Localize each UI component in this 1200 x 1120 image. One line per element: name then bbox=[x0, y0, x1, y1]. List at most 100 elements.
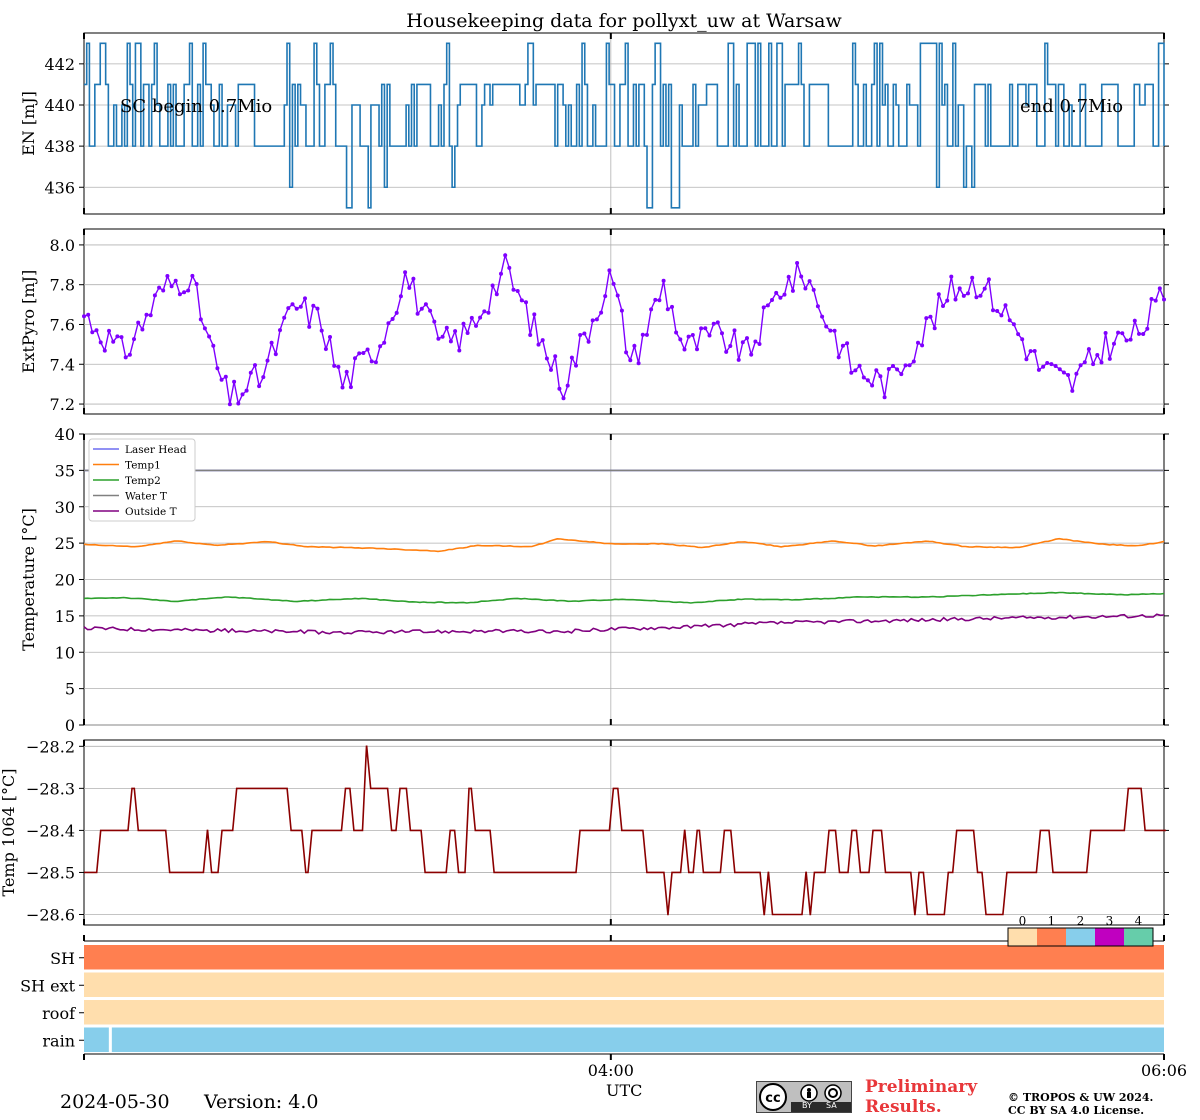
extpyro-point bbox=[903, 363, 908, 368]
extpyro-point bbox=[932, 326, 937, 331]
extpyro-point bbox=[916, 340, 920, 345]
extpyro-point bbox=[457, 348, 462, 353]
extpyro-point bbox=[878, 374, 883, 379]
extpyro-point bbox=[657, 298, 662, 303]
extpyro-point bbox=[569, 355, 574, 360]
extpyro-point bbox=[586, 339, 591, 344]
extpyro-point bbox=[1149, 297, 1154, 301]
figure-title: Housekeeping data for pollyxt_uw at Wars… bbox=[406, 10, 842, 32]
extpyro-point bbox=[419, 306, 424, 311]
extpyro-point bbox=[811, 287, 816, 292]
extpyro-point bbox=[365, 347, 370, 352]
y-tick-label: 7.6 bbox=[50, 315, 75, 334]
energy-series-line bbox=[84, 42, 1165, 209]
extpyro-point bbox=[127, 352, 132, 357]
y-tick-label: 40 bbox=[55, 425, 75, 444]
y-tick-label: 10 bbox=[55, 643, 75, 662]
extpyro-point bbox=[390, 317, 395, 321]
extpyro-point bbox=[761, 305, 766, 310]
extpyro-point bbox=[936, 292, 941, 297]
extpyro-point bbox=[503, 253, 508, 258]
extpyro-point bbox=[102, 348, 107, 353]
extpyro-point bbox=[957, 286, 962, 291]
extpyro-point bbox=[974, 295, 979, 300]
extpyro-point bbox=[394, 310, 399, 315]
extpyro-point bbox=[86, 312, 91, 317]
extpyro-point bbox=[1082, 360, 1087, 365]
extpyro-point bbox=[1112, 341, 1116, 346]
extpyro-point bbox=[607, 268, 612, 273]
extpyro-point bbox=[695, 347, 699, 352]
extpyro-point bbox=[1132, 318, 1137, 323]
extpyro-point bbox=[640, 332, 645, 337]
extpyro-point bbox=[786, 274, 791, 279]
extpyro-point bbox=[770, 298, 774, 302]
extpyro-point bbox=[924, 316, 929, 321]
y-tick-label: 35 bbox=[55, 461, 75, 480]
annotation-end: end 0.7Mio bbox=[1020, 96, 1123, 117]
extpyro-point bbox=[298, 304, 303, 309]
extpyro-point bbox=[753, 339, 758, 344]
extpyro-point bbox=[886, 367, 891, 371]
extpyro-point bbox=[90, 330, 95, 335]
panel-1: 7.2 7.4 7.6 7.8 8.0 ExtPyro [mJ] bbox=[19, 228, 1169, 415]
extpyro-point bbox=[853, 368, 858, 373]
extpyro-point bbox=[173, 278, 178, 283]
extpyro-point bbox=[649, 307, 654, 312]
extpyro-point bbox=[415, 311, 420, 316]
y-tick-label: −28.2 bbox=[26, 737, 75, 756]
extpyro-point bbox=[478, 315, 483, 320]
extpyro-point bbox=[774, 290, 779, 295]
extpyro-point bbox=[628, 358, 633, 363]
extpyro-point bbox=[161, 288, 166, 293]
extpyro-point bbox=[111, 339, 116, 344]
y-tick-label: 30 bbox=[55, 498, 75, 517]
extpyro-point bbox=[557, 386, 562, 391]
extpyro-point bbox=[590, 318, 595, 323]
extpyro-point bbox=[511, 287, 516, 292]
extpyro-point bbox=[1024, 357, 1029, 362]
extpyro-point bbox=[465, 331, 470, 335]
extpyro-point bbox=[757, 342, 762, 346]
extpyro-point bbox=[119, 335, 124, 340]
extpyro-point bbox=[382, 340, 387, 345]
extpyro-point bbox=[778, 295, 783, 300]
extpyro-point bbox=[132, 337, 136, 342]
extpyro-point bbox=[561, 396, 566, 401]
extpyro-point bbox=[736, 357, 741, 362]
extpyro-point bbox=[682, 347, 687, 352]
extpyro-point bbox=[332, 363, 337, 368]
panel-frame bbox=[83, 228, 1165, 415]
extpyro-point bbox=[1011, 322, 1016, 327]
extpyro-point bbox=[469, 315, 474, 320]
extpyro-point bbox=[599, 310, 604, 315]
panel-4: SH SH ext roof rain 04:00 06:06 0 1 2 3 4 bbox=[20, 914, 1187, 1080]
extpyro-point bbox=[624, 350, 629, 355]
extpyro-point bbox=[611, 281, 616, 286]
extpyro-point bbox=[140, 327, 145, 332]
extpyro-point bbox=[353, 356, 357, 361]
extpyro-point bbox=[1120, 331, 1125, 336]
extpyro-point bbox=[369, 359, 374, 364]
extpyro-point bbox=[799, 274, 804, 279]
colorbar-swatch bbox=[1008, 928, 1037, 946]
extpyro-point bbox=[357, 351, 362, 356]
extpyro-point bbox=[1095, 353, 1100, 357]
extpyro-point bbox=[828, 328, 833, 333]
extpyro-point bbox=[152, 293, 157, 298]
extpyro-point bbox=[319, 328, 324, 333]
y-tick-label: −28.3 bbox=[26, 779, 75, 798]
extpyro-point bbox=[1003, 303, 1008, 308]
cc-by-sa-icon: cc BY SA bbox=[756, 1081, 852, 1113]
extpyro-point bbox=[82, 314, 86, 319]
preliminary-line-1: Preliminary bbox=[865, 1077, 978, 1097]
extpyro-point bbox=[745, 336, 749, 341]
extpyro-point bbox=[236, 401, 241, 406]
extpyro-point bbox=[865, 378, 870, 383]
extpyro-point bbox=[715, 320, 720, 325]
extpyro-point bbox=[690, 333, 695, 337]
status-row-roof bbox=[84, 1000, 1164, 1025]
extpyro-point bbox=[686, 334, 691, 339]
extpyro-point bbox=[644, 332, 649, 337]
